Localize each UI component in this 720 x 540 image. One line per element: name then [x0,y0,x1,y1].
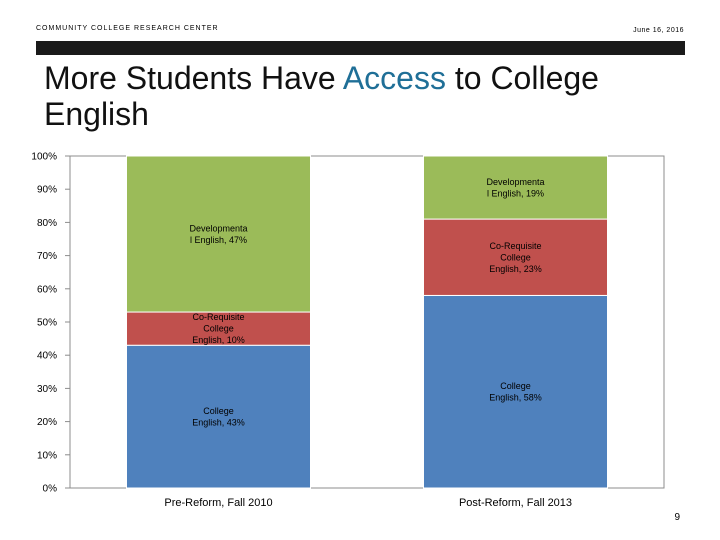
y-tick-label: 0% [43,484,58,495]
presentation-date: June 16, 2016 [633,27,684,34]
bar-segment-developmental [126,155,311,313]
y-tick-label: 20% [37,417,57,428]
header-bar [36,41,685,55]
y-tick-label: 70% [37,251,57,262]
bar-segment-co-requisite [126,311,311,346]
data-label: English, 10% [192,335,245,345]
y-tick-label: 40% [37,351,57,362]
org-name: COMMUNITY COLLEGE RESEARCH CENTER [36,25,219,32]
data-label: College [203,406,234,416]
data-label: Co-Requisite [192,312,244,322]
data-label: English, 23% [489,264,542,274]
data-label: l English, 47% [190,235,247,245]
slide-title: More Students Have Access to College Eng… [44,60,684,132]
data-label: Developmenta [486,177,544,187]
page-number: 9 [674,512,680,523]
y-tick-label: 50% [37,318,57,329]
y-tick-label: 80% [37,218,57,229]
y-tick-label: 10% [37,450,57,461]
data-label: College [203,324,234,334]
y-tick-label: 90% [37,185,57,196]
bar-segment-co-requisite [423,218,608,296]
y-tick-label: 60% [37,284,57,295]
category-label: Post-Reform, Fall 2013 [459,497,572,509]
title-accent-word: Access [342,60,446,96]
y-tick-label: 100% [31,152,57,163]
data-label: College [500,381,531,391]
bar-segment-college-english [423,294,608,489]
data-label: English, 43% [192,417,245,427]
data-label: College [500,252,531,262]
title-part-2: to College English [44,60,599,132]
title-part-1: More Students Have [44,60,343,96]
y-tick-label: 30% [37,384,57,395]
data-label: Developmenta [189,223,247,233]
data-label: English, 58% [489,392,542,402]
category-label: Pre-Reform, Fall 2010 [164,497,272,509]
data-label: l English, 19% [487,188,544,198]
data-label: Co-Requisite [489,241,541,251]
bar-segment-developmental [423,155,608,220]
